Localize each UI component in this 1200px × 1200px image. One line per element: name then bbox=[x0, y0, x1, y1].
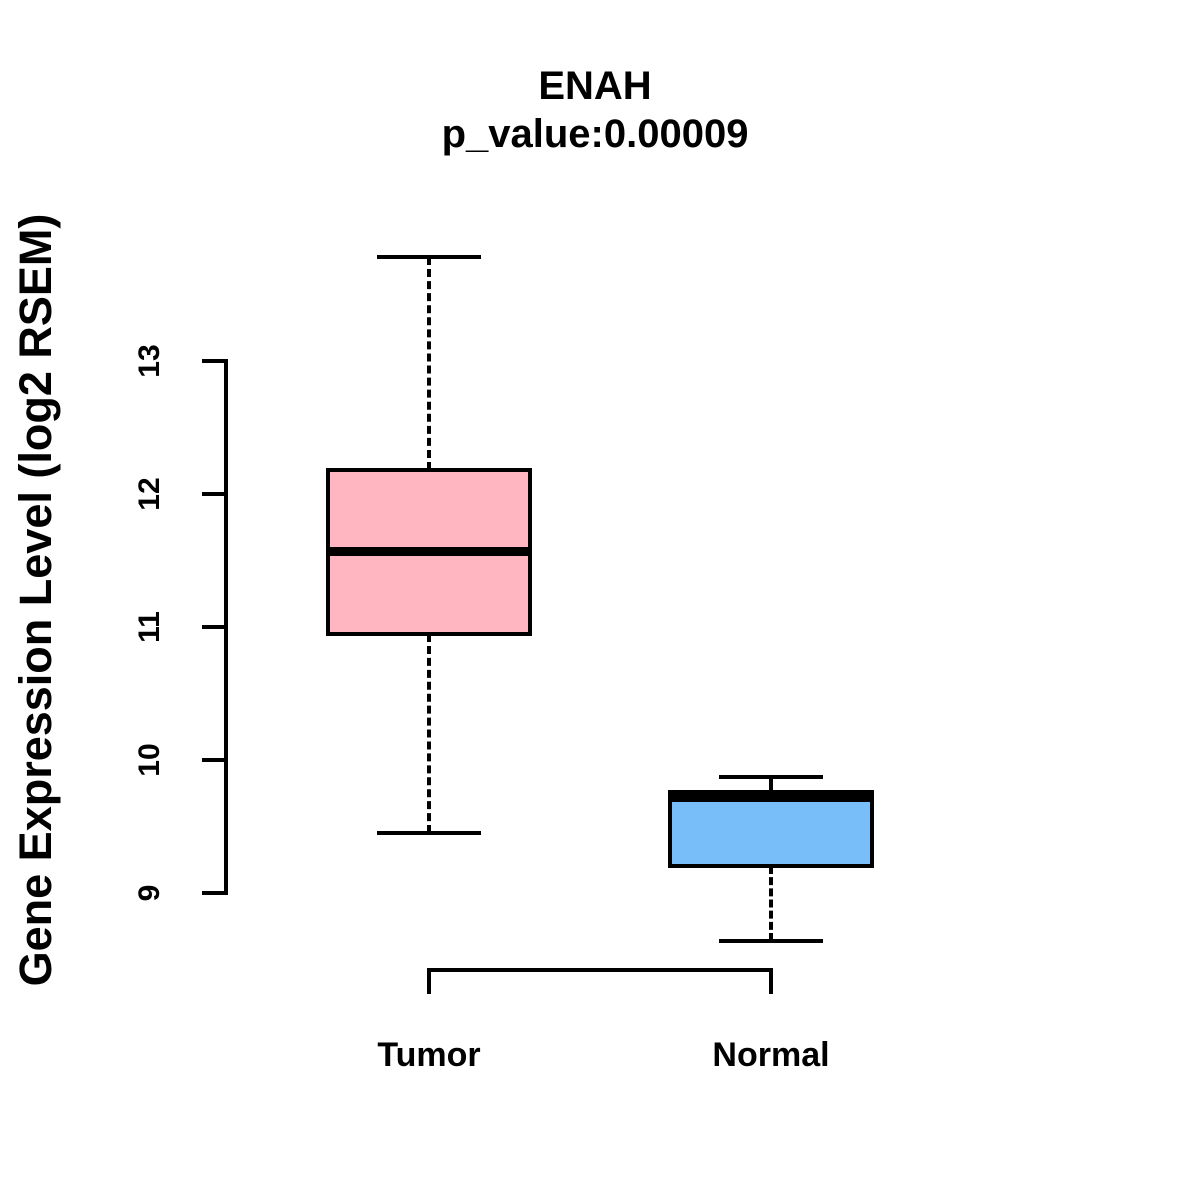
y-tick-label: 13 bbox=[133, 344, 166, 378]
y-tick bbox=[202, 891, 228, 895]
y-tick-label: 10 bbox=[133, 743, 166, 777]
lower-whisker-cap-normal bbox=[719, 938, 823, 943]
y-tick bbox=[202, 758, 228, 762]
lower-whisker-cap-tumor bbox=[377, 831, 481, 836]
x-axis-bracket bbox=[427, 968, 773, 994]
upper-whisker-line-tumor bbox=[427, 257, 431, 471]
upper-whisker-line-normal bbox=[769, 777, 773, 792]
y-tick bbox=[202, 359, 228, 363]
lower-whisker-line-tumor bbox=[427, 633, 431, 834]
median-line-tumor bbox=[326, 547, 532, 557]
median-line-normal bbox=[668, 793, 874, 803]
chart-subtitle: p_value:0.00009 bbox=[441, 112, 749, 156]
x-category-label-normal: Normal bbox=[712, 1036, 830, 1074]
iqr-box-normal bbox=[668, 789, 874, 869]
y-tick bbox=[202, 625, 228, 629]
y-tick-label: 11 bbox=[133, 611, 166, 643]
chart-title: ENAH bbox=[538, 64, 652, 108]
y-tick-label: 9 bbox=[133, 884, 166, 902]
lower-whisker-line-normal bbox=[769, 866, 773, 941]
y-tick bbox=[202, 492, 228, 496]
y-tick-label: 12 bbox=[133, 477, 166, 511]
x-category-label-tumor: Tumor bbox=[377, 1036, 481, 1074]
